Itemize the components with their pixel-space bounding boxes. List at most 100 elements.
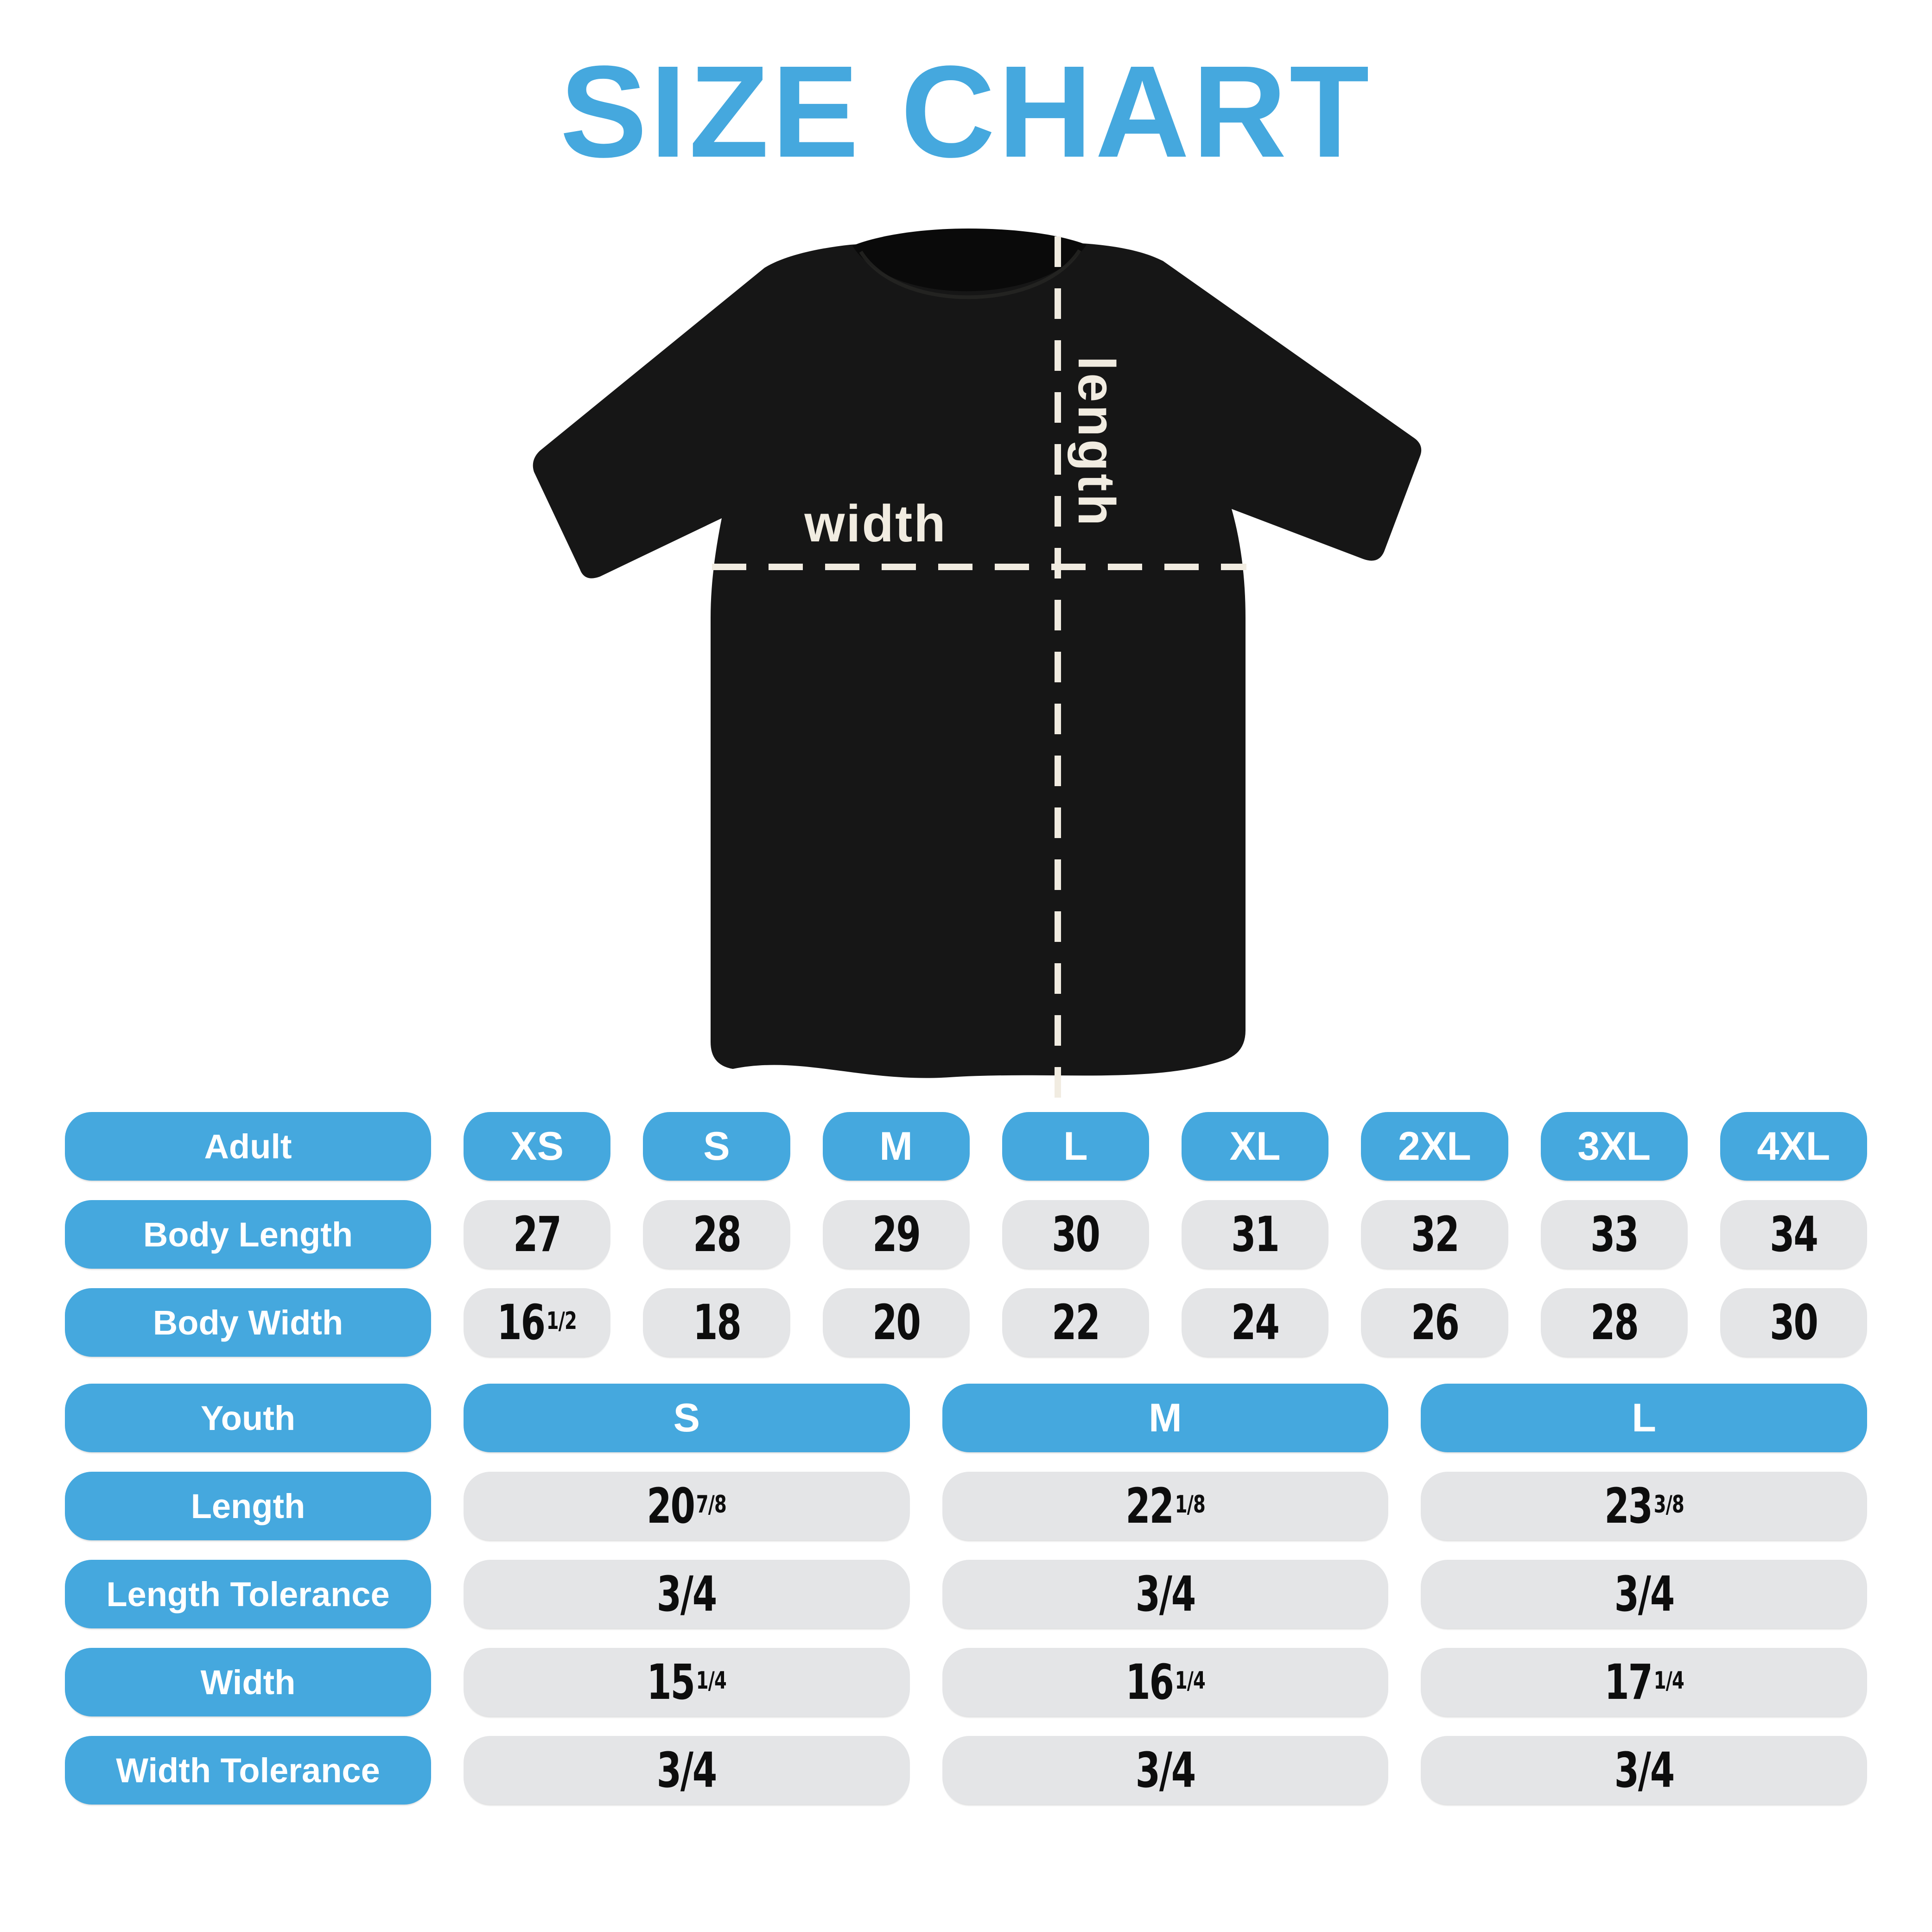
cell-value: 32 xyxy=(1411,1206,1460,1263)
value-cell: 24 xyxy=(1182,1288,1329,1357)
cell-value: 18 xyxy=(693,1294,742,1351)
size-label: S xyxy=(703,1124,730,1169)
value-cell: 30 xyxy=(1002,1200,1149,1269)
tshirt-collar-rib xyxy=(859,249,1081,299)
youth-table-title: Youth xyxy=(65,1384,431,1452)
value-cell: 29 xyxy=(822,1200,970,1269)
youth-table-title-label: Youth xyxy=(200,1398,296,1437)
value-cell: 32 xyxy=(1361,1200,1508,1269)
tshirt-body xyxy=(533,241,1422,1078)
row-label: Width Tolerance xyxy=(116,1751,380,1790)
width-label: width xyxy=(804,495,947,553)
cell-fraction: 1/4 xyxy=(696,1667,727,1695)
value-cell: 151/4 xyxy=(464,1648,910,1716)
adult-table-title: Adult xyxy=(65,1112,431,1181)
row-label-body-width: Body Width xyxy=(65,1288,431,1357)
cell-fraction: 1/4 xyxy=(1175,1667,1206,1695)
cell-value: 30 xyxy=(1770,1294,1818,1351)
row-label: Body Width xyxy=(153,1303,343,1342)
cell-value: 33 xyxy=(1590,1206,1639,1263)
adult-size-header-3xl: 3XL xyxy=(1540,1112,1688,1181)
value-cell: 3/4 xyxy=(942,1736,1389,1805)
cell-fraction: 7/8 xyxy=(696,1491,727,1519)
value-cell: 171/4 xyxy=(1421,1648,1867,1716)
value-cell: 3/4 xyxy=(942,1560,1389,1628)
cell-value: 26 xyxy=(1411,1294,1460,1351)
cell-value: 20 xyxy=(872,1294,921,1351)
value-cell: 28 xyxy=(643,1200,790,1269)
cell-value: 3/4 xyxy=(657,1742,718,1799)
size-label: L xyxy=(1632,1395,1656,1440)
size-label: L xyxy=(1063,1124,1088,1169)
value-cell: 33 xyxy=(1540,1200,1688,1269)
size-label: 2XL xyxy=(1398,1124,1471,1169)
cell-value: 27 xyxy=(513,1206,562,1263)
row-label: Length xyxy=(191,1487,305,1525)
value-cell: 233/8 xyxy=(1421,1472,1867,1540)
cell-fraction: 1/2 xyxy=(547,1307,577,1335)
cell-value: 31 xyxy=(1231,1206,1280,1263)
tshirt-graphic: width length xyxy=(533,229,1422,1100)
cell-value: 3/4 xyxy=(1135,1742,1196,1799)
value-cell: 28 xyxy=(1540,1288,1688,1357)
value-cell: 18 xyxy=(643,1288,790,1357)
cell-value: 17 xyxy=(1604,1654,1653,1710)
cell-value: 30 xyxy=(1052,1206,1100,1263)
adult-table-title-label: Adult xyxy=(204,1127,292,1166)
value-cell: 31 xyxy=(1182,1200,1329,1269)
size-label: XL xyxy=(1229,1124,1281,1169)
cell-value: 28 xyxy=(1590,1294,1639,1351)
adult-size-header-m: M xyxy=(822,1112,970,1181)
value-cell: 161/4 xyxy=(942,1648,1389,1716)
adult-size-table: Adult XS S M L XL 2XL 3XL 4XL Body Lengt… xyxy=(65,1112,1867,1357)
cell-value: 28 xyxy=(693,1206,742,1263)
adult-size-header-l: L xyxy=(1002,1112,1149,1181)
row-label: Length Tolerance xyxy=(106,1575,390,1614)
row-label-body-length: Body Length xyxy=(65,1200,431,1269)
cell-value: 3/4 xyxy=(657,1566,718,1622)
cell-value: 34 xyxy=(1770,1206,1818,1263)
youth-size-table: Youth S M L Length 207/8 221/8 233/8 Len… xyxy=(65,1384,1867,1805)
value-cell: 221/8 xyxy=(942,1472,1389,1540)
value-cell: 3/4 xyxy=(464,1736,910,1805)
size-tables: Adult XS S M L XL 2XL 3XL 4XL Body Lengt… xyxy=(0,1112,1932,1805)
value-cell: 27 xyxy=(464,1200,611,1269)
row-label-width: Width xyxy=(65,1648,431,1716)
size-label: M xyxy=(1149,1395,1182,1440)
value-cell: 161/2 xyxy=(464,1288,611,1357)
value-cell: 20 xyxy=(822,1288,970,1357)
value-cell: 207/8 xyxy=(464,1472,910,1540)
cell-fraction: 3/8 xyxy=(1653,1491,1684,1519)
value-cell: 34 xyxy=(1720,1200,1867,1269)
size-label: S xyxy=(673,1395,700,1440)
value-cell: 3/4 xyxy=(1421,1560,1867,1628)
cell-value: 22 xyxy=(1052,1294,1100,1351)
row-label: Width xyxy=(200,1663,296,1702)
adult-size-header-s: S xyxy=(643,1112,790,1181)
adult-size-header-xs: XS xyxy=(464,1112,611,1181)
row-label-length: Length xyxy=(65,1472,431,1540)
size-label: 4XL xyxy=(1757,1124,1830,1169)
cell-value: 24 xyxy=(1231,1294,1280,1351)
cell-value: 15 xyxy=(647,1654,695,1710)
cell-value: 20 xyxy=(647,1478,695,1534)
cell-fraction: 1/4 xyxy=(1653,1667,1684,1695)
cell-value: 16 xyxy=(497,1294,546,1351)
tshirt-measurement-diagram: width length xyxy=(505,217,1427,1105)
adult-size-header-4xl: 4XL xyxy=(1720,1112,1867,1181)
cell-value: 16 xyxy=(1125,1654,1174,1710)
cell-value: 22 xyxy=(1125,1478,1174,1534)
cell-fraction: 1/8 xyxy=(1175,1491,1206,1519)
youth-size-header-s: S xyxy=(464,1384,910,1452)
row-label: Body Length xyxy=(143,1215,353,1254)
row-label-length-tolerance: Length Tolerance xyxy=(65,1560,431,1628)
length-label: length xyxy=(1068,356,1125,528)
size-label: M xyxy=(879,1124,913,1169)
cell-value: 3/4 xyxy=(1614,1742,1675,1799)
value-cell: 30 xyxy=(1720,1288,1867,1357)
cell-value: 29 xyxy=(872,1206,921,1263)
adult-size-header-xl: XL xyxy=(1182,1112,1329,1181)
adult-size-header-2xl: 2XL xyxy=(1361,1112,1508,1181)
value-cell: 3/4 xyxy=(1421,1736,1867,1805)
